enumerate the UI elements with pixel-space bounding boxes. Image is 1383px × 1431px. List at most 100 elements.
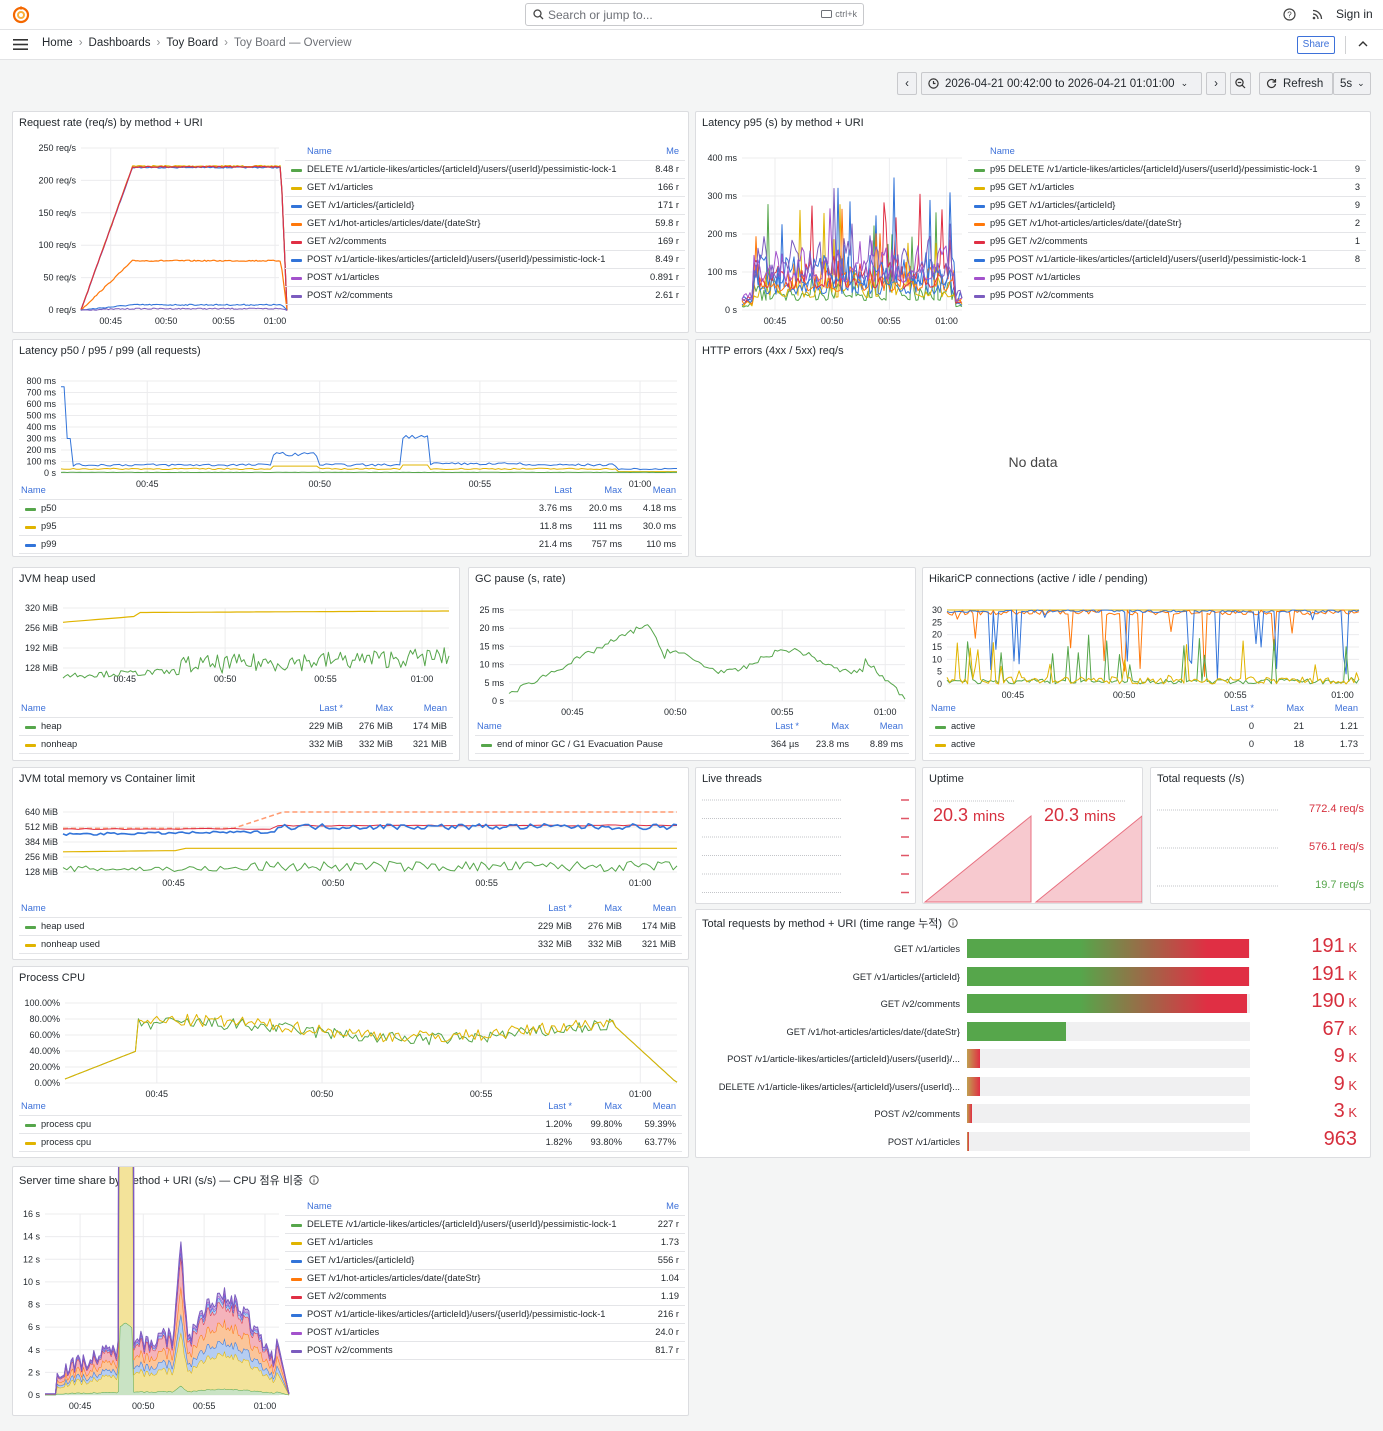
legend-row[interactable]: end of minor GC / G1 Evacuation Pause 8.8… <box>475 736 909 754</box>
panel-process-cpu[interactable]: Process CPU 100.00% 80.00% 60.00% 40.00% 20.… <box>12 966 689 1158</box>
legend-row[interactable]: p95 POST /v2/comments <box>968 287 1366 305</box>
legend-row[interactable]: p50 4.18 ms 20.0 ms 3.76 ms <box>19 500 682 518</box>
panel-jvm-total-memory[interactable]: JVM total memory vs Container limit 640 … <box>12 767 689 960</box>
panel-latency-all[interactable]: Latency p50 / p95 / p99 (all requests) 8… <box>12 339 689 557</box>
legend-header-mean[interactable]: Mean <box>879 721 903 731</box>
legend-header-mean[interactable]: Mean <box>423 703 447 713</box>
legend-header-max[interactable]: Max <box>831 721 849 731</box>
legend-row[interactable]: DELETE /v1/article-likes/articles/{artic… <box>285 161 685 179</box>
legend-header-max[interactable]: Max <box>604 903 622 913</box>
legend-row[interactable]: GET /v1/hot-articles/articles/date/{date… <box>285 215 685 233</box>
breadcrumb-dashboards[interactable]: Dashboards <box>88 37 151 49</box>
panel-live-threads[interactable]: Live threads <box>695 767 916 904</box>
legend-header-mean[interactable]: Me <box>666 146 679 156</box>
legend-row[interactable]: GET /v1/hot-articles/articles/date/{date… <box>285 1270 685 1288</box>
legend-row[interactable]: p95 GET /v2/comments 1 <box>968 233 1366 251</box>
info-icon[interactable] <box>309 1175 319 1185</box>
breadcrumb-folder[interactable]: Toy Board <box>166 37 219 49</box>
legend-header-mean[interactable]: Mean <box>652 1101 676 1111</box>
time-back-button[interactable]: ‹ <box>897 72 917 95</box>
legend-row[interactable]: heap used 174 MiB 276 MiB 229 MiB <box>19 918 682 936</box>
legend-row[interactable]: GET /v2/comments 169 r <box>285 233 685 251</box>
legend-row[interactable]: POST /v1/article-likes/articles/{article… <box>285 251 685 269</box>
help-icon[interactable]: ? <box>1283 8 1296 21</box>
time-range-picker[interactable]: 2026-04-21 00:42:00 to 2026-04-21 01:01:… <box>921 72 1202 95</box>
legend-header-name[interactable]: Name <box>21 903 46 913</box>
legend-row[interactable]: GET /v2/comments 1.19 <box>285 1288 685 1306</box>
legend-row[interactable]: process cpu 63.77% 93.80% 1.82% <box>19 1134 682 1152</box>
legend-header-last[interactable]: Last * <box>319 703 343 713</box>
legend-row[interactable]: process cpu 59.39% 99.80% 1.20% <box>19 1116 682 1134</box>
legend-header-max[interactable]: Max <box>1286 703 1304 713</box>
panel-request-rate[interactable]: Request rate (req/s) by method + URI 250… <box>12 111 689 333</box>
legend-header-max[interactable]: Max <box>604 485 622 495</box>
panel-gc-pause[interactable]: GC pause (s, rate) 25 ms 20 ms 15 ms 10 ms 5… <box>468 567 916 761</box>
refresh-button[interactable]: Refresh <box>1259 72 1333 95</box>
panel-total-requests[interactable]: Total requests (/s) 772.4 req/s 576.1 req… <box>1150 767 1371 904</box>
legend-header-name[interactable]: Name <box>21 1101 46 1111</box>
legend-header-name[interactable]: Name <box>307 146 332 156</box>
legend-row[interactable]: nonheap used 321 MiB 332 MiB 332 MiB <box>19 936 682 954</box>
legend-row[interactable]: GET /v1/articles 166 r <box>285 179 685 197</box>
legend-row[interactable]: POST /v1/articles 24.0 r <box>285 1324 685 1342</box>
legend-row[interactable]: p95 GET /v1/articles 3 <box>968 179 1366 197</box>
legend-header-mean[interactable]: Mean <box>652 903 676 913</box>
panel-latency-p95[interactable]: Latency p95 (s) by method + URI 400 ms 30… <box>695 111 1371 333</box>
legend-header-name[interactable]: Name <box>21 485 46 495</box>
menu-icon[interactable] <box>13 39 28 50</box>
time-forward-button[interactable]: › <box>1206 72 1226 95</box>
legend-header-last[interactable]: Last * <box>775 721 799 731</box>
panel-http-errors[interactable]: HTTP errors (4xx / 5xx) req/s No data <box>695 339 1371 557</box>
legend-header-last[interactable]: Last * <box>1230 703 1254 713</box>
rss-icon[interactable] <box>1312 9 1323 20</box>
legend-row[interactable]: heap 174 MiB 276 MiB 229 MiB <box>19 718 453 736</box>
info-icon[interactable] <box>948 918 958 928</box>
legend-header-max[interactable]: Max <box>604 1101 622 1111</box>
search-input[interactable]: Search or jump to... ctrl+k <box>525 3 864 26</box>
legend-header-name[interactable]: Name <box>307 1201 332 1211</box>
legend-header-name[interactable]: Name <box>477 721 502 731</box>
legend-row[interactable]: p99 110 ms 757 ms 21.4 ms <box>19 536 682 554</box>
legend-row[interactable]: POST /v2/comments 2.61 r <box>285 287 685 305</box>
legend-header-mean[interactable]: Mean <box>652 485 676 495</box>
legend-header-last[interactable]: Last * <box>548 1101 572 1111</box>
legend-header-name[interactable]: Name <box>990 146 1015 156</box>
legend-row[interactable]: p95 30.0 ms 111 ms 11.8 ms <box>19 518 682 536</box>
legend-row[interactable]: nonheap 321 MiB 332 MiB 332 MiB <box>19 736 453 754</box>
legend-row[interactable]: active 1.21 21 0 <box>929 718 1364 736</box>
zoom-out-button[interactable] <box>1230 72 1251 95</box>
panel-jvm-heap[interactable]: JVM heap used 320 MiB 256 MiB 192 MiB 128 M… <box>12 567 460 761</box>
panel-uptime[interactable]: Uptime 20.3 mins 20.3 mins <box>922 767 1143 904</box>
panel-hikaricp[interactable]: HikariCP connections (active / idle / pe… <box>922 567 1371 761</box>
legend-header-name[interactable]: Name <box>931 703 956 713</box>
legend-row[interactable]: p95 GET /v1/hot-articles/articles/date/{… <box>968 215 1366 233</box>
legend-header-max[interactable]: Max <box>375 703 393 713</box>
legend-row[interactable]: p95 POST /v1/articles <box>968 269 1366 287</box>
legend-header-last[interactable]: Last * <box>548 903 572 913</box>
grafana-logo-icon[interactable] <box>12 6 30 24</box>
legend-row[interactable]: p95 POST /v1/article-likes/articles/{art… <box>968 251 1366 269</box>
breadcrumb-home[interactable]: Home <box>42 37 73 49</box>
chevron-up-icon[interactable] <box>1358 40 1368 47</box>
legend-header-mean[interactable]: Mean <box>1334 703 1358 713</box>
legend-header-last[interactable]: Last <box>554 485 572 495</box>
panel-total-requests-by-uri[interactable]: Total requests by method + URI (time ran… <box>695 909 1371 1158</box>
legend-row[interactable]: active 1.73 18 0 <box>929 736 1364 754</box>
share-button[interactable]: Share <box>1297 36 1335 54</box>
legend-row[interactable]: POST /v1/articles 0.891 r <box>285 269 685 287</box>
panel-server-time-share[interactable]: Server time share by method + URI (s/s) … <box>12 1166 689 1416</box>
legend-row[interactable]: p95 GET /v1/articles/{articleId} 9 <box>968 197 1366 215</box>
refresh-interval-select[interactable]: 5s ⌄ <box>1333 72 1371 95</box>
legend-row[interactable]: DELETE /v1/article-likes/articles/{artic… <box>285 1216 685 1234</box>
legend-header-mean[interactable]: Me <box>666 1201 679 1211</box>
legend-row[interactable]: GET /v1/articles/{articleId} 556 r <box>285 1252 685 1270</box>
legend-last: 364 µs <box>770 739 799 749</box>
sign-in-link[interactable]: Sign in <box>1336 7 1373 21</box>
legend-row[interactable]: GET /v1/articles 1.73 <box>285 1234 685 1252</box>
legend-header-name[interactable]: Name <box>21 703 46 713</box>
legend-row[interactable]: p95 DELETE /v1/article-likes/articles/{a… <box>968 161 1366 179</box>
legend-row[interactable]: GET /v1/articles/{articleId} 171 r <box>285 197 685 215</box>
legend-name: DELETE /v1/article-likes/articles/{artic… <box>307 164 617 174</box>
legend-row[interactable]: POST /v1/article-likes/articles/{article… <box>285 1306 685 1324</box>
legend-row[interactable]: POST /v2/comments 81.7 r <box>285 1342 685 1360</box>
